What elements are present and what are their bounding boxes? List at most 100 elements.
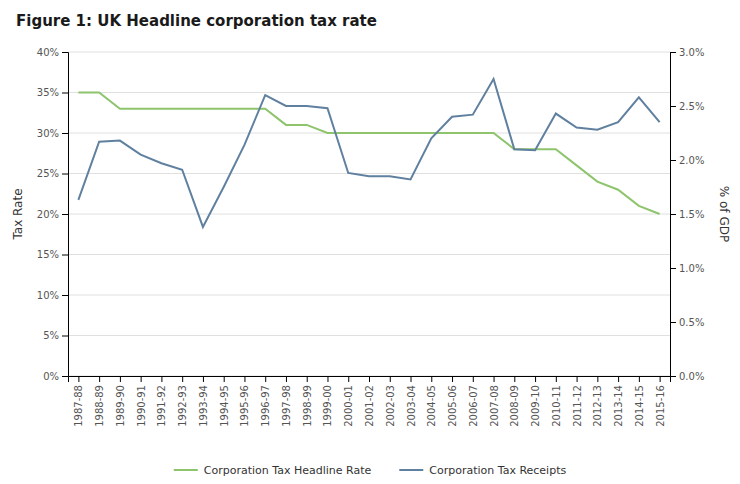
x-tick-label: 1996-97 <box>260 385 271 427</box>
x-tick: 2002-03 <box>385 376 396 427</box>
x-tick: 1989-90 <box>115 376 126 427</box>
y-tick-label: 10% <box>37 290 59 301</box>
x-tick: 2004-05 <box>426 376 437 427</box>
y2-tick-label: 2.5% <box>679 101 704 112</box>
y-tick-label: 20% <box>37 209 59 220</box>
x-tick: 2001-02 <box>364 376 375 427</box>
tick-mark <box>660 376 661 382</box>
y-tick-label: 5% <box>43 330 59 341</box>
x-tick-label: 2014-15 <box>634 385 645 427</box>
tick-mark <box>327 376 328 382</box>
x-tick-label: 1989-90 <box>115 385 126 427</box>
y2-axis-title: % of GDP <box>717 186 731 242</box>
axis-domain <box>671 53 677 377</box>
x-tick: 2008-09 <box>509 376 520 427</box>
y-tick-label: 30% <box>37 128 59 139</box>
y-tick: 10% <box>37 290 68 301</box>
y2-tick: 1.0% <box>670 263 704 274</box>
y2-tick: 1.5% <box>670 209 704 220</box>
x-tick: 1991-92 <box>156 376 167 427</box>
y-tick-label: 15% <box>37 249 59 260</box>
y2-tick: 2.0% <box>670 155 704 166</box>
tick-mark <box>390 376 391 382</box>
grid <box>68 52 670 376</box>
x-tick: 1995-96 <box>239 376 250 427</box>
legend-swatch <box>174 469 198 471</box>
x-tick-label: 2008-09 <box>509 385 520 427</box>
x-tick-label: 2012-13 <box>592 385 603 427</box>
x-tick: 1997-98 <box>281 376 292 427</box>
x-tick: 1994-95 <box>219 376 230 427</box>
tick-mark <box>670 52 676 53</box>
x-tick-label: 2000-01 <box>343 385 354 427</box>
y-tick-label: 25% <box>37 168 59 179</box>
y-tick: 25% <box>37 168 68 179</box>
tick-mark <box>670 106 676 107</box>
tick-mark <box>99 376 100 382</box>
tick-mark <box>62 255 68 256</box>
x-tick: 1990-91 <box>136 376 147 427</box>
y-tick: 20% <box>37 209 68 220</box>
axis-domain <box>69 377 671 383</box>
x-tick: 2011-12 <box>572 376 583 427</box>
tick-mark <box>265 376 266 382</box>
tick-mark <box>556 376 557 382</box>
legend: Corporation Tax Headline RateCorporation… <box>174 464 567 477</box>
tick-mark <box>62 376 68 377</box>
tick-mark <box>535 376 536 382</box>
x-tick-label: 2009-10 <box>530 385 541 427</box>
tick-mark <box>161 376 162 382</box>
chart: 1987-88 1988-89 1989-90 1990-91 1991-92 1992-… <box>0 0 740 484</box>
tick-mark <box>670 322 676 323</box>
y2-tick-label: 2.0% <box>679 155 704 166</box>
y2-tick-label: 1.0% <box>679 263 704 274</box>
x-tick: 2007-08 <box>489 376 500 427</box>
tick-mark <box>286 376 287 382</box>
tick-mark <box>473 376 474 382</box>
tick-mark <box>307 376 308 382</box>
tick-mark <box>514 376 515 382</box>
x-tick-label: 2010-11 <box>551 385 562 427</box>
tick-mark <box>120 376 121 382</box>
axis-domain <box>62 53 69 377</box>
x-tick: 2000-01 <box>343 376 354 427</box>
x-tick-label: 1990-91 <box>136 385 147 427</box>
y2-tick: 2.5% <box>670 101 704 112</box>
x-tick-label: 2006-07 <box>468 385 479 427</box>
x-tick: 2009-10 <box>530 376 541 427</box>
x-tick: 2003-04 <box>406 376 417 427</box>
tick-mark <box>224 376 225 382</box>
tick-mark <box>411 376 412 382</box>
x-tick: 1996-97 <box>260 376 271 427</box>
x-tick-label: 2011-12 <box>572 385 583 427</box>
x-tick-label: 1988-89 <box>94 385 105 427</box>
x-tick: 1993-94 <box>198 376 209 427</box>
tick-mark <box>62 133 68 134</box>
x-tick: 1992-93 <box>177 376 188 427</box>
y-tick: 0% <box>43 371 68 382</box>
chart-title: Figure 1: UK Headline corporation tax ra… <box>16 12 377 30</box>
tick-mark <box>182 376 183 382</box>
tick-mark <box>348 376 349 382</box>
y-tick-label: 0% <box>43 371 59 382</box>
tick-mark <box>62 174 68 175</box>
x-axis: 1987-88 1988-89 1989-90 1990-91 1991-92 1992-… <box>69 376 671 427</box>
x-tick: 1987-88 <box>73 376 84 427</box>
tick-mark <box>670 376 676 377</box>
legend-swatch <box>399 469 423 471</box>
x-tick-label: 2015-16 <box>655 385 666 427</box>
y2-tick-label: 1.5% <box>679 209 704 220</box>
y2-axis: 0.0%0.5%1.0%1.5%2.0%2.5%3.0% <box>670 47 704 382</box>
series-group <box>78 79 659 227</box>
x-tick-label: 1992-93 <box>177 385 188 427</box>
x-tick-label: 2003-04 <box>406 385 417 427</box>
grid-line <box>68 214 670 215</box>
x-tick-label: 1991-92 <box>156 385 167 427</box>
y-tick: 5% <box>43 330 68 341</box>
tick-mark <box>62 93 68 94</box>
y2-tick: 3.0% <box>670 47 704 58</box>
y-axis: 0%5%10%15%20%25%30%35%40% <box>37 47 69 382</box>
tick-mark <box>244 376 245 382</box>
y-tick: 40% <box>37 47 68 58</box>
tick-mark <box>670 160 676 161</box>
